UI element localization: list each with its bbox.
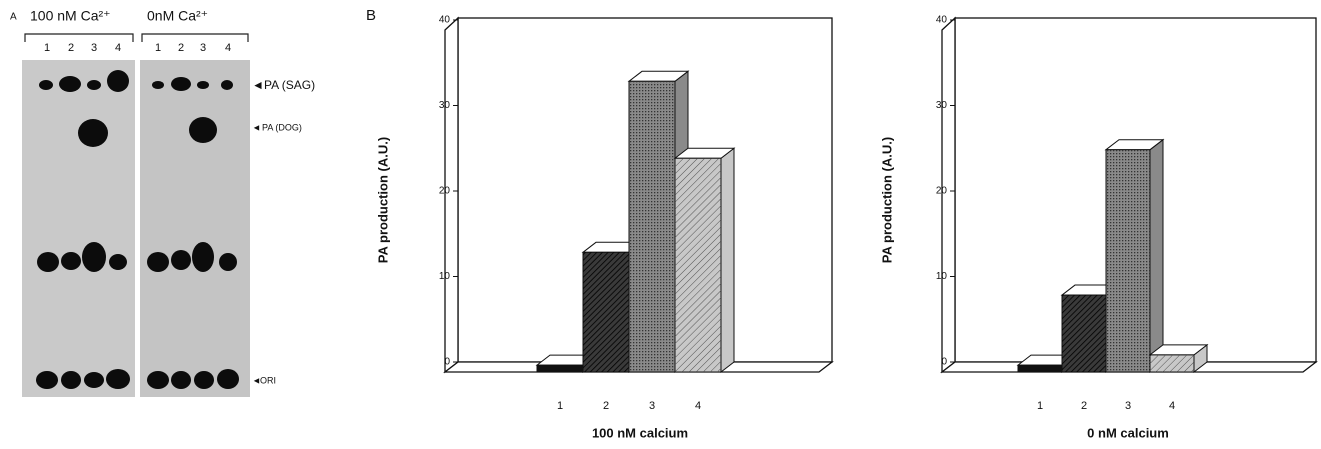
condition-label: 100 nM Ca²⁺ xyxy=(30,8,111,24)
band-label: ORI xyxy=(260,375,276,385)
bar-side xyxy=(1150,140,1163,372)
x-tick-label: 2 xyxy=(603,400,609,412)
x-tick-label: 3 xyxy=(1125,400,1131,412)
bar-pattern xyxy=(1106,150,1150,372)
y-tick-label: 30 xyxy=(936,100,948,111)
x-tick-label: 3 xyxy=(649,400,655,412)
lane-label: 1 xyxy=(155,42,161,54)
lane-label: 2 xyxy=(68,42,74,54)
lane-label: 1 xyxy=(44,42,50,54)
bar-pattern xyxy=(1062,295,1106,372)
lane-label: 2 xyxy=(178,42,184,54)
lane-label: 4 xyxy=(115,42,121,54)
lane-label: 3 xyxy=(200,42,206,54)
svg-text:◄: ◄ xyxy=(252,78,264,92)
condition-label: 0nM Ca²⁺ xyxy=(147,8,208,24)
y-tick-label: 40 xyxy=(936,15,948,26)
svg-text:◄: ◄ xyxy=(252,122,261,132)
panel-label: A xyxy=(10,12,17,23)
y-tick-label: 0 xyxy=(444,357,450,368)
y-tick-label: 10 xyxy=(439,271,451,282)
x-tick-label: 1 xyxy=(1037,400,1043,412)
gel-panel: A 100 nM Ca²⁺ 0nM Ca²⁺ ◄ PA (SAG) ◄ PA (… xyxy=(10,8,315,397)
x-axis-label: 0 nM calcium xyxy=(1087,425,1169,440)
bar-pattern xyxy=(629,81,675,372)
y-tick-label: 40 xyxy=(439,15,451,26)
y-tick-label: 20 xyxy=(439,186,451,197)
y-tick-label: 20 xyxy=(936,186,948,197)
bar-pattern xyxy=(675,158,721,372)
band-label: PA (SAG) xyxy=(264,78,315,92)
y-axis-label: PA production (A.U.) xyxy=(375,137,390,263)
bar-pattern xyxy=(583,252,629,372)
lane-label: 4 xyxy=(225,42,231,54)
band-label: PA (DOG) xyxy=(262,122,302,132)
bar-side xyxy=(721,148,734,372)
panel-label: B xyxy=(366,7,376,24)
x-tick-label: 1 xyxy=(557,400,563,412)
bar xyxy=(537,365,583,372)
x-tick-label: 2 xyxy=(1081,400,1087,412)
lane-label: 3 xyxy=(91,42,97,54)
x-axis-label: 100 nM calcium xyxy=(592,425,688,440)
figure: A 100 nM Ca²⁺ 0nM Ca²⁺ ◄ PA (SAG) ◄ PA (… xyxy=(0,0,1321,444)
y-tick-label: 30 xyxy=(439,100,451,111)
bar xyxy=(1018,365,1062,372)
x-tick-label: 4 xyxy=(1169,400,1175,412)
y-tick-label: 0 xyxy=(941,357,947,368)
bar-pattern xyxy=(1150,355,1194,372)
y-axis-label: PA production (A.U.) xyxy=(879,137,894,263)
y-tick-label: 10 xyxy=(936,271,948,282)
x-tick-label: 4 xyxy=(695,400,701,412)
